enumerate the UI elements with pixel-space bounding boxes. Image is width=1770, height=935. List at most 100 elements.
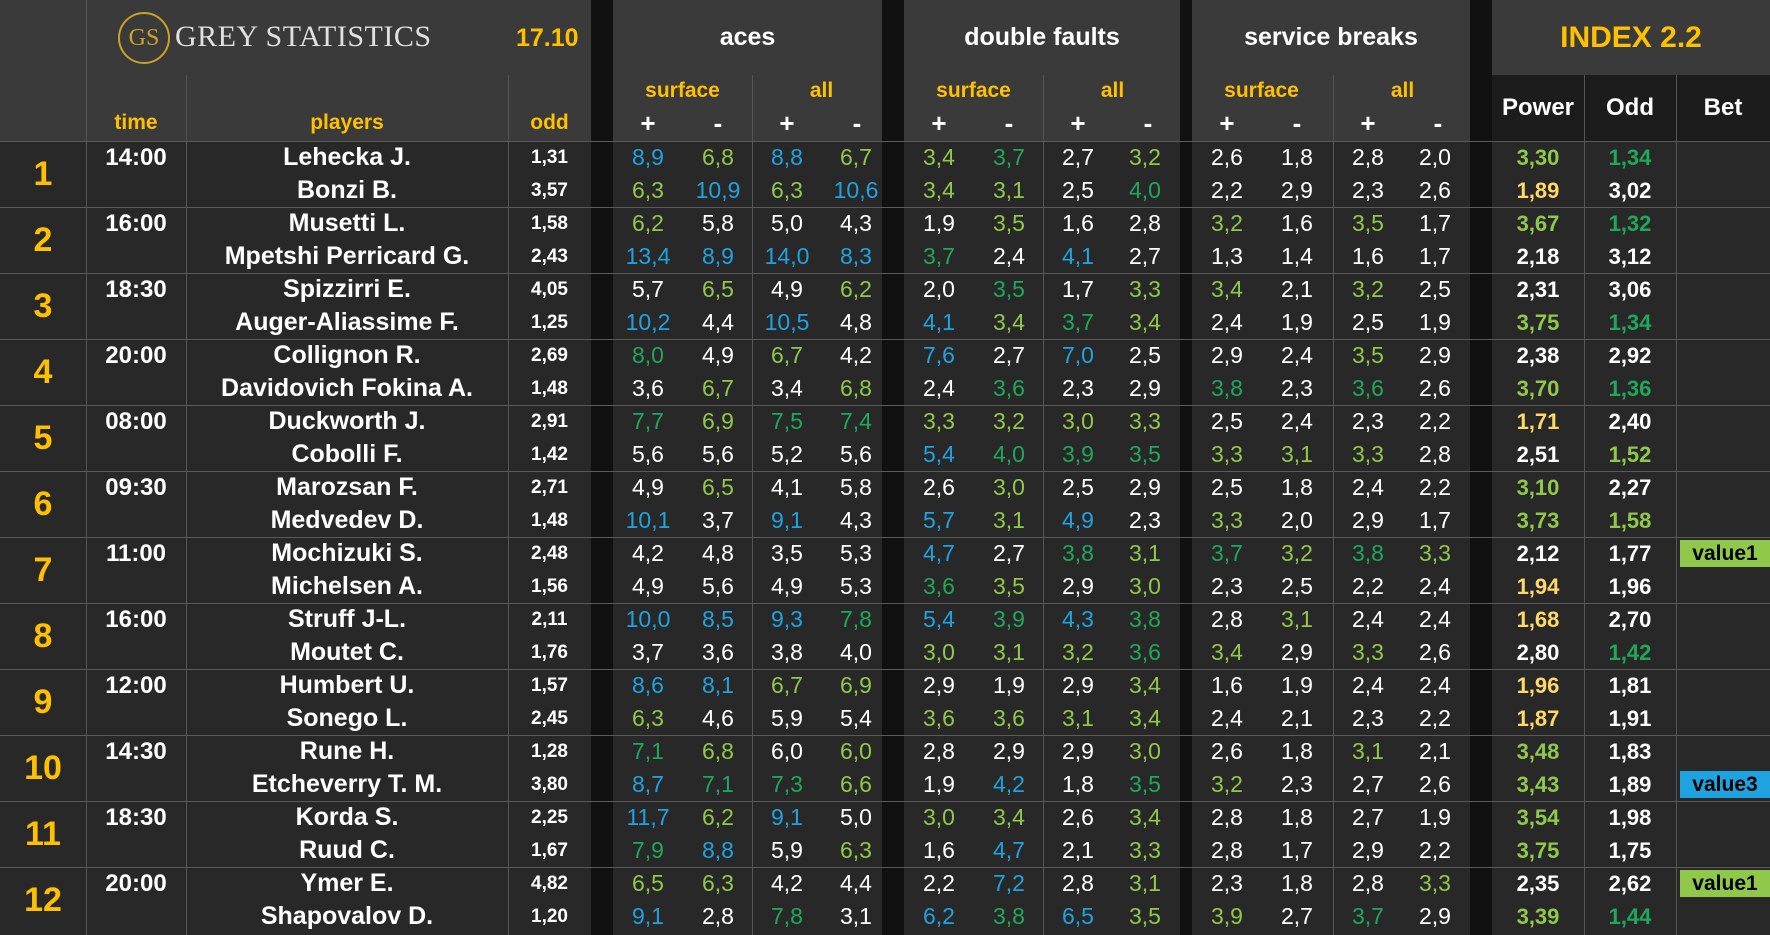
stat-value: 2,8 <box>1419 441 1451 467</box>
match-number: 2 <box>33 220 53 259</box>
player-name[interactable]: Bonzi B. <box>297 176 397 204</box>
stat-value: 7,8 <box>771 903 803 929</box>
power-value: 3,54 <box>1516 804 1560 830</box>
separator <box>1180 0 1192 935</box>
stat-value: 2,5 <box>1129 342 1161 368</box>
stat-value: 5,4 <box>840 705 872 731</box>
stat-value: 3,8 <box>1129 606 1161 632</box>
stat-value: 3,3 <box>923 408 955 434</box>
bet-badge[interactable]: value3 <box>1680 771 1770 798</box>
stat-value: 1,9 <box>1419 804 1451 830</box>
logo-icon: GS <box>118 12 170 64</box>
col-bet-header: Bet <box>1703 94 1743 121</box>
match-number: 11 <box>25 814 61 853</box>
index-odd-value: 1,75 <box>1608 837 1652 863</box>
stat-value: 3,5 <box>771 540 803 566</box>
player-name[interactable]: Collignon R. <box>273 341 421 369</box>
stat-value: 3,6 <box>1352 375 1384 401</box>
stat-value: 4,0 <box>993 441 1025 467</box>
row-divider <box>0 207 1770 208</box>
index-odd-value: 1,58 <box>1608 507 1652 533</box>
index-odd-value: 1,77 <box>1608 540 1652 566</box>
player-odd: 1,28 <box>531 740 568 762</box>
match-number: 1 <box>33 154 53 193</box>
player-name[interactable]: Cobolli F. <box>291 440 403 468</box>
match-time: 09:30 <box>105 473 167 501</box>
stat-value: 6,9 <box>702 408 734 434</box>
bet-badge[interactable]: value1 <box>1680 540 1770 567</box>
stat-value: 1,7 <box>1419 507 1451 533</box>
player-odd: 2,91 <box>531 410 568 432</box>
player-name[interactable]: Moutet C. <box>290 638 404 666</box>
service-breaks-surface-header: surface <box>1224 79 1299 102</box>
stat-value: 2,3 <box>1352 705 1384 731</box>
match-time: 20:00 <box>105 341 167 369</box>
player-name[interactable]: Etcheverry T. M. <box>251 770 443 798</box>
stat-value: 2,5 <box>1352 309 1384 335</box>
player-name[interactable]: Duckworth J. <box>268 407 426 435</box>
player-name[interactable]: Lehecka J. <box>283 143 411 171</box>
player-odd: 1,57 <box>531 674 568 696</box>
stat-value: 1,8 <box>1281 474 1313 500</box>
index-odd-value: 1,32 <box>1608 210 1652 236</box>
player-name[interactable]: Musetti L. <box>288 209 406 237</box>
power-value: 1,68 <box>1516 606 1560 632</box>
stat-value: 3,5 <box>1352 210 1384 236</box>
stat-value: 5,3 <box>840 540 872 566</box>
stat-value: 6,0 <box>840 738 872 764</box>
player-name[interactable]: Marozsan F. <box>276 473 418 501</box>
stat-value: 2,9 <box>1062 672 1094 698</box>
stat-value: 2,3 <box>1211 870 1243 896</box>
bet-badge[interactable]: value1 <box>1680 870 1770 897</box>
player-name[interactable]: Sonego L. <box>286 704 408 732</box>
stat-value: 3,3 <box>1129 408 1161 434</box>
player-name[interactable]: Michelsen A. <box>271 572 423 600</box>
player-name[interactable]: Medvedev D. <box>270 506 424 534</box>
stat-value: 3,0 <box>1129 573 1161 599</box>
match-number: 3 <box>33 286 53 325</box>
match-number: 7 <box>33 550 53 589</box>
player-name[interactable]: Davidovich Fokina A. <box>221 374 473 402</box>
stat-value: 2,4 <box>1352 606 1384 632</box>
power-value: 2,38 <box>1516 342 1560 368</box>
power-value: 3,39 <box>1516 903 1560 929</box>
stat-value: 2,8 <box>1211 606 1243 632</box>
player-name[interactable]: Rune H. <box>299 737 395 765</box>
stat-value: 2,4 <box>1211 705 1243 731</box>
match-time: 14:30 <box>105 737 167 765</box>
player-name[interactable]: Struff J-L. <box>287 605 407 633</box>
stat-value: 5,3 <box>840 573 872 599</box>
power-value: 1,94 <box>1516 573 1560 599</box>
stat-value: 8,8 <box>702 837 734 863</box>
stat-value: 3,1 <box>993 639 1025 665</box>
aces-all-plus-header: + <box>779 107 795 138</box>
double-faults-surface-minus-header: - <box>1004 107 1014 138</box>
player-name[interactable]: Ruud C. <box>299 836 395 864</box>
power-value: 2,18 <box>1516 243 1560 269</box>
player-name[interactable]: Humbert U. <box>279 671 415 699</box>
stat-value: 2,3 <box>1281 375 1313 401</box>
stat-value: 2,9 <box>1129 375 1161 401</box>
stat-value: 6,5 <box>632 870 664 896</box>
stat-value: 6,3 <box>771 177 803 203</box>
player-odd: 1,67 <box>531 839 568 861</box>
stat-value: 3,6 <box>923 573 955 599</box>
player-name[interactable]: Shapovalov D. <box>260 902 434 930</box>
stat-value: 8,8 <box>771 144 803 170</box>
stat-value: 3,3 <box>1352 441 1384 467</box>
stat-value: 1,6 <box>1062 210 1094 236</box>
service-breaks-subheader <box>1192 75 1470 141</box>
player-name[interactable]: Spizzirri E. <box>283 275 411 303</box>
player-name[interactable]: Mpetshi Perricard G. <box>224 242 470 270</box>
player-name[interactable]: Mochizuki S. <box>271 539 423 567</box>
player-name[interactable]: Auger-Aliassime F. <box>235 308 459 336</box>
stat-value: 2,3 <box>1281 771 1313 797</box>
player-name[interactable]: Ymer E. <box>300 869 394 897</box>
player-name[interactable]: Korda S. <box>295 803 399 831</box>
stat-value: 2,1 <box>1419 738 1451 764</box>
stat-value: 3,5 <box>1129 441 1161 467</box>
stat-value: 1,7 <box>1419 210 1451 236</box>
stat-value: 3,9 <box>993 606 1025 632</box>
stat-value: 2,6 <box>923 474 955 500</box>
col-time-header: time <box>114 111 158 134</box>
